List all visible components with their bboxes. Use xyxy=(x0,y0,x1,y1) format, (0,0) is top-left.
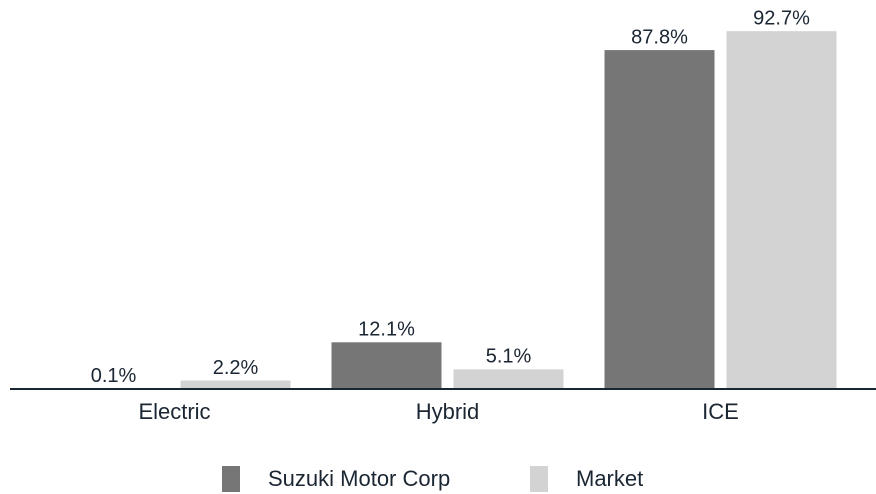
data-label: 92.7% xyxy=(753,7,810,29)
x-tick-label: Hybrid xyxy=(416,399,480,424)
legend-swatch xyxy=(530,466,548,492)
data-label: 2.2% xyxy=(213,357,259,379)
data-label: 0.1% xyxy=(91,365,137,387)
legend-label: Market xyxy=(576,466,643,491)
x-tick-label: Electric xyxy=(138,399,210,424)
bar xyxy=(604,50,715,389)
data-label: 12.1% xyxy=(358,319,415,341)
bar xyxy=(331,342,442,389)
legend-label: Suzuki Motor Corp xyxy=(268,466,450,491)
bar xyxy=(453,369,564,389)
data-label: 5.1% xyxy=(486,346,532,368)
bar xyxy=(726,31,837,389)
data-label: 87.8% xyxy=(631,26,688,48)
legend-swatch xyxy=(222,466,240,492)
bar xyxy=(180,380,291,389)
x-tick-label: ICE xyxy=(702,399,739,424)
